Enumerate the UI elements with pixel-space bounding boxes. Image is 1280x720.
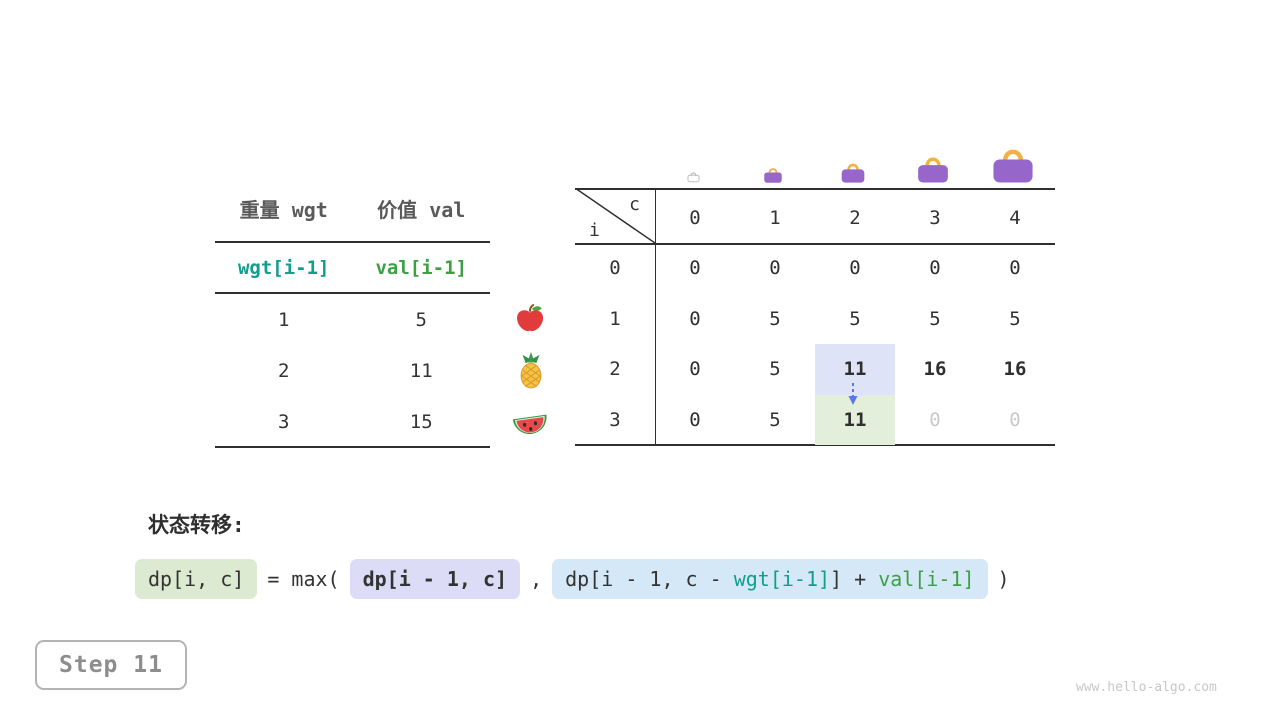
- item-var-label: i: [589, 220, 600, 241]
- dp-cell-3-0: 0: [689, 408, 701, 431]
- formula-arg2: dp[i - 1, c - wgt[i-1]] + val[i-1]: [552, 559, 988, 599]
- dp-cell-2-1: 5: [769, 358, 781, 380]
- row-header-2: 2: [609, 358, 621, 380]
- dp-cell-3-2-target-highlight: 11: [815, 394, 895, 445]
- item-weight: 2: [278, 360, 290, 382]
- dp-cell-1-4: 5: [1009, 307, 1021, 330]
- weight-column-header: 重量 wgt: [239, 198, 328, 222]
- formula-arg2-mid: ] +: [830, 567, 879, 591]
- dp-cell-1-0: 0: [689, 307, 701, 330]
- formula-separator: ,: [530, 567, 543, 591]
- formula-arg2-prefix: dp[i - 1, c -: [565, 567, 734, 591]
- row-header-1: 1: [609, 307, 621, 330]
- item-row-2: 2 11: [215, 357, 490, 385]
- col-header-1: 1: [769, 207, 781, 229]
- dp-cell-0-3: 0: [929, 257, 941, 279]
- state-transition-formula: dp[i, c] = max( dp[i - 1, c] , dp[i - 1,…: [135, 559, 1020, 599]
- col-header-4: 4: [1009, 207, 1021, 229]
- item-weight: 3: [278, 411, 290, 433]
- value-column-header: 价值 val: [377, 198, 466, 222]
- dp-cell-0-4: 0: [1009, 257, 1021, 279]
- bag-medium-icon: [841, 163, 865, 183]
- dp-cell-2-4: 16: [1003, 358, 1027, 380]
- item-table-header-row: 重量 wgt 价值 val: [215, 196, 490, 224]
- bag-large-icon: [918, 157, 948, 183]
- item-row-3: 3 15: [215, 408, 490, 436]
- diagonal-divider: [575, 188, 655, 243]
- dp-cell-3-1: 5: [769, 408, 781, 431]
- item-weight: 1: [278, 309, 290, 331]
- transition-arrow-icon: [848, 383, 858, 405]
- col-header-0: 0: [689, 207, 701, 229]
- item-table: 重量 wgt 价值 val wgt[i-1] val[i-1] 1 5 2 11…: [215, 190, 490, 448]
- col-header-2: 2: [849, 207, 861, 229]
- dp-cell-3-4-pending: 0: [1009, 408, 1021, 431]
- formula-lhs: dp[i, c]: [135, 559, 258, 599]
- divider: [575, 444, 1055, 446]
- dp-table: c i 0 1 2 3 4 0 1 2 3 0 0 0 0 0 0 5 5 5 …: [575, 188, 1055, 446]
- step-badge: Step 11: [35, 640, 187, 690]
- state-transition-label: 状态转移:: [148, 513, 245, 537]
- divider: [215, 446, 490, 448]
- dp-cell-0-1: 0: [769, 257, 781, 279]
- dp-cell-2-2-source-highlight: 11: [815, 344, 895, 395]
- formula-arg1-selected: dp[i - 1, c]: [349, 559, 521, 599]
- divider: [215, 292, 490, 294]
- watermark: www.hello-algo.com: [1076, 680, 1217, 695]
- val-var-label: val[i-1]: [375, 257, 467, 279]
- formula-close-paren: ): [997, 567, 1010, 591]
- capacity-var-label: c: [629, 194, 640, 215]
- divider: [575, 243, 1055, 245]
- apple-icon: [517, 304, 544, 332]
- dp-cell-1-3: 5: [929, 307, 941, 330]
- dp-cell-3-3-pending: 0: [929, 408, 941, 431]
- row-header-3: 3: [609, 408, 621, 431]
- item-table-var-row: wgt[i-1] val[i-1]: [215, 254, 490, 282]
- watermelon-icon: [512, 414, 547, 435]
- bag-empty-icon: [687, 172, 700, 183]
- divider: [215, 241, 490, 243]
- pineapple-icon: [520, 352, 542, 389]
- divider: [655, 189, 656, 445]
- dp-cell-0-0: 0: [689, 257, 701, 279]
- dp-cell-2-0: 0: [689, 358, 701, 380]
- dp-cell-0-2: 0: [849, 257, 861, 279]
- formula-arg2-val: val[i-1]: [878, 567, 975, 591]
- dp-corner-cell: c i: [575, 188, 655, 243]
- row-header-0: 0: [609, 257, 621, 279]
- bag-small-icon: [764, 168, 782, 183]
- item-row-1: 1 5: [215, 306, 490, 334]
- col-header-3: 3: [929, 207, 941, 229]
- divider: [575, 188, 1055, 190]
- dp-cell-1-2: 5: [849, 307, 861, 330]
- item-value: 5: [415, 309, 427, 331]
- item-value: 15: [409, 411, 433, 433]
- dp-cell-1-1: 5: [769, 307, 781, 330]
- bag-xlarge-icon: [993, 149, 1033, 183]
- wgt-var-label: wgt[i-1]: [237, 257, 330, 279]
- formula-operator: = max(: [267, 567, 340, 591]
- item-value: 11: [409, 360, 433, 382]
- dp-cell-2-3: 16: [923, 358, 947, 380]
- formula-arg2-wgt: wgt[i-1]: [733, 567, 831, 591]
